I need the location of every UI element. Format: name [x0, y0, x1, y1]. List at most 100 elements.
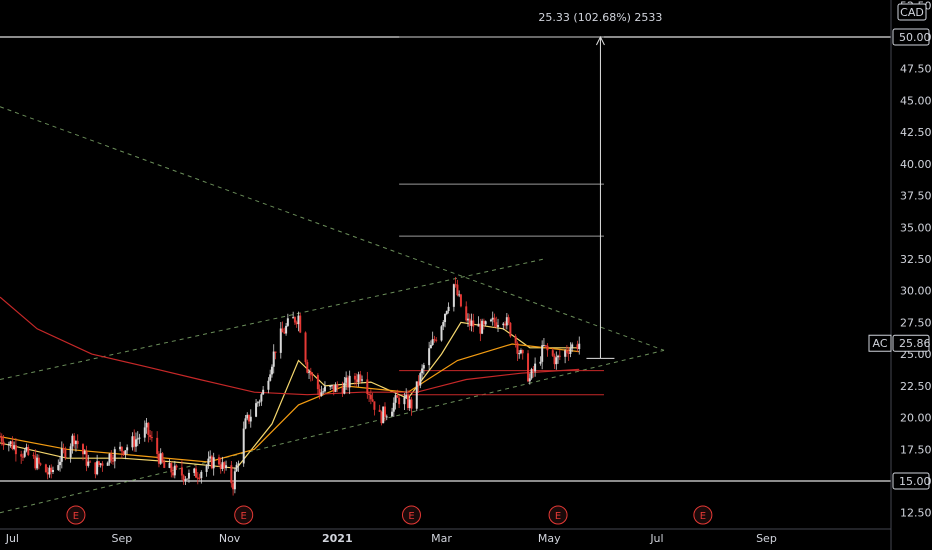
candle-body	[34, 456, 37, 469]
candle-body	[283, 332, 286, 334]
time-axis[interactable]: Jul Sep Nov 2021 Mar May Jul Sep	[0, 528, 891, 545]
candle-body	[331, 385, 334, 387]
candle-body	[477, 323, 480, 327]
y-tick-label: 27.50	[900, 316, 932, 329]
candle-body	[27, 447, 30, 455]
candle-body	[346, 377, 349, 388]
candle-body	[196, 477, 199, 479]
measure-tool[interactable]: 25.33 (102.68%) 2533	[538, 11, 662, 359]
candle-body	[357, 374, 360, 382]
candle-body	[406, 395, 409, 409]
candle-body	[373, 401, 376, 410]
x-tick-label: Mar	[431, 532, 452, 545]
earnings-label: E	[73, 511, 79, 522]
grid-lines	[0, 36, 891, 482]
candle-body	[172, 472, 175, 476]
candle-body	[452, 284, 455, 307]
earnings-icon[interactable]	[548, 505, 568, 525]
candle-body	[447, 306, 450, 312]
earnings-icon[interactable]	[66, 505, 86, 525]
candle-body	[380, 411, 383, 424]
candles	[0, 276, 581, 496]
candle-body	[89, 461, 92, 463]
y-tick-label: 40.00	[900, 158, 932, 171]
candle-body	[371, 399, 374, 402]
candle-body	[274, 351, 277, 353]
candle-body	[279, 328, 282, 353]
candle-body	[361, 379, 364, 381]
candle-body	[292, 317, 295, 319]
candle-body	[112, 460, 115, 462]
currency-badge[interactable]	[897, 3, 927, 21]
candle-body	[514, 336, 517, 344]
candle-body	[96, 461, 99, 475]
candle-body	[341, 387, 344, 394]
candle-body	[156, 437, 159, 454]
earnings-icon[interactable]	[234, 505, 254, 525]
candle-body	[101, 463, 104, 466]
candle-body	[256, 402, 259, 404]
candle-body	[82, 444, 85, 455]
candle-body	[329, 386, 332, 388]
candle-body	[527, 353, 530, 382]
candle-body	[454, 284, 457, 286]
candle-body	[13, 445, 16, 449]
candle-body	[518, 353, 521, 355]
candle-body	[468, 318, 471, 326]
price-axis[interactable]: 12.5015.0017.5020.0022.5025.0027.5030.00…	[868, 0, 932, 550]
candle-body	[286, 318, 289, 326]
candle-body	[0, 436, 3, 442]
candle-body	[0, 436, 1, 438]
candle-body	[519, 350, 522, 354]
measure-arrow-head	[595, 35, 605, 46]
candle-body	[571, 344, 574, 349]
candle-body	[534, 363, 537, 372]
candle-body	[419, 373, 422, 386]
y-tick-label: 42.50	[900, 126, 932, 139]
candle-body	[539, 361, 542, 364]
candle-body	[230, 465, 233, 484]
level-lines[interactable]	[399, 36, 604, 396]
candle-body	[405, 395, 408, 398]
candle-body	[366, 379, 369, 395]
candle-body	[248, 414, 251, 422]
candle-body	[97, 461, 100, 465]
candle-body	[368, 394, 371, 396]
currency-label: CAD	[900, 6, 924, 19]
candle-body	[431, 339, 434, 345]
candle-body	[258, 401, 261, 403]
earnings-icon[interactable]	[401, 505, 421, 525]
candle-body	[147, 422, 150, 435]
candle-body	[46, 472, 49, 475]
candle-body	[225, 465, 228, 469]
candle-body	[37, 457, 40, 464]
candle-body	[293, 317, 296, 323]
candle-body	[184, 479, 187, 482]
earnings-icon[interactable]	[693, 505, 713, 525]
candle-body	[320, 392, 323, 396]
measure-label: 25.33 (102.68%) 2533	[538, 11, 662, 24]
candle-body	[369, 394, 372, 400]
y-tick-label: 17.50	[900, 443, 932, 456]
candle-body	[136, 438, 139, 440]
candle-body	[133, 436, 136, 447]
trendline[interactable]	[0, 106, 665, 351]
trendlines[interactable]	[0, 106, 665, 514]
trendline[interactable]	[0, 258, 545, 381]
earnings-label: E	[555, 511, 561, 522]
candle-body	[235, 464, 238, 472]
candle-body	[558, 355, 561, 357]
candle-body	[497, 325, 500, 327]
candle-body	[481, 320, 484, 334]
trendline[interactable]	[0, 349, 665, 514]
candle-body	[433, 339, 436, 341]
y-tick-label: 35.00	[900, 221, 932, 234]
candle-body	[272, 351, 275, 367]
candle-body	[509, 322, 512, 337]
candle-body	[567, 352, 570, 354]
candle-body	[309, 371, 312, 375]
candle-body	[316, 375, 319, 390]
x-tick-label: Sep	[756, 532, 777, 545]
